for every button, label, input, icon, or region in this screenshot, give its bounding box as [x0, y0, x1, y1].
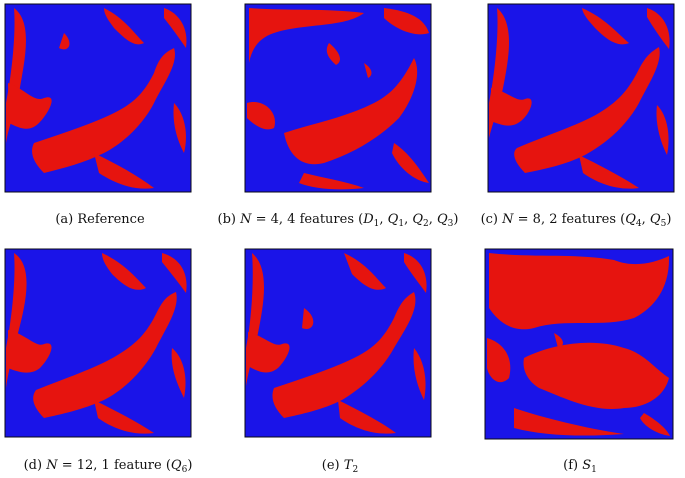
panel-d	[4, 248, 192, 438]
panel-a-image	[4, 3, 192, 193]
panel-f	[484, 248, 674, 440]
panel-c-image	[487, 3, 675, 193]
caption-b-var: Q	[412, 212, 423, 227]
caption-b-text: )	[453, 212, 459, 227]
caption-c-prefix: (c)	[480, 212, 503, 227]
caption-f-prefix: (f)	[563, 458, 583, 473]
panel-e	[244, 248, 432, 438]
caption-e-subscript: 2	[352, 465, 359, 475]
panel-e-image	[244, 248, 432, 438]
caption-c-var: Q	[649, 212, 661, 227]
panel-b-image	[244, 3, 432, 193]
caption-b-text: ,	[428, 212, 437, 227]
caption-e-prefix: (e)	[321, 458, 344, 473]
caption-a-label: Reference	[77, 212, 145, 227]
caption-d-subscript: 6	[181, 465, 188, 475]
caption-f-subscript: 1	[591, 465, 597, 475]
caption-b-var: D	[363, 212, 374, 227]
caption-d-var: N	[46, 458, 58, 473]
caption-d: (d) N = 12, 1 feature (Q6)	[8, 458, 208, 475]
panel-a	[4, 3, 192, 193]
caption-c-subscript: 5	[660, 219, 667, 229]
caption-d-text: = 12, 1 feature (	[57, 458, 171, 473]
panel-f-image	[484, 248, 674, 440]
caption-b-prefix: (b)	[217, 212, 241, 227]
caption-b-var: N	[240, 212, 252, 227]
caption-e-var: T	[343, 458, 353, 473]
caption-a-prefix: (a)	[55, 212, 78, 227]
panel-d-image	[4, 248, 192, 438]
caption-b-subscript: 1	[373, 219, 380, 229]
caption-d-text: )	[187, 458, 193, 473]
caption-f-var: S	[582, 458, 592, 473]
caption-f: (f) S1	[530, 458, 630, 475]
panel-c	[487, 3, 675, 193]
caption-b-var: Q	[437, 212, 448, 227]
caption-b-text: = 4, 4 features (	[251, 212, 364, 227]
caption-b-var: Q	[387, 212, 399, 227]
caption-c-text: )	[666, 212, 672, 227]
caption-a: (a) Reference	[40, 212, 160, 227]
caption-b-subscript: 1	[398, 219, 405, 229]
caption-c-text: ,	[641, 212, 650, 227]
caption-b-subscript: 2	[423, 219, 429, 229]
caption-b-text: ,	[404, 212, 413, 227]
caption-d-var: Q	[170, 458, 182, 473]
caption-c-text: = 8, 2 features (	[513, 212, 626, 227]
caption-b-subscript: 3	[447, 219, 454, 229]
caption-e: (e) T2	[290, 458, 390, 475]
caption-b-text: ,	[379, 212, 388, 227]
caption-b: (b) N = 4, 4 features (D1, Q1, Q2, Q3)	[203, 212, 473, 229]
caption-d-prefix: (d)	[23, 458, 47, 473]
panel-b	[244, 3, 432, 193]
caption-c-subscript: 4	[635, 219, 642, 229]
caption-c: (c) N = 8, 2 features (Q4, Q5)	[470, 212, 682, 229]
caption-c-var: Q	[625, 212, 636, 227]
caption-c-var: N	[502, 212, 514, 227]
